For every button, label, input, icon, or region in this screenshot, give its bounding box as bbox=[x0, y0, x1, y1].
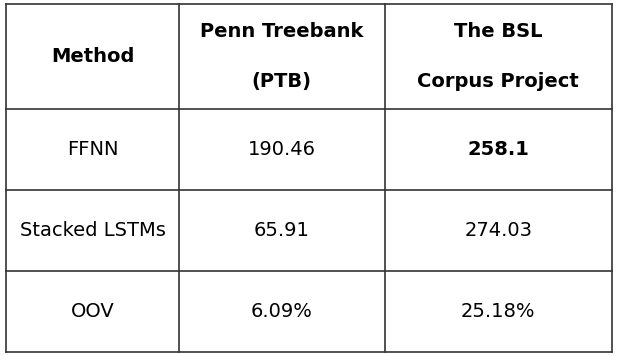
Text: OOV: OOV bbox=[70, 302, 114, 321]
Text: 6.09%: 6.09% bbox=[251, 302, 313, 321]
Text: Penn Treebank

(PTB): Penn Treebank (PTB) bbox=[200, 22, 363, 91]
Text: 25.18%: 25.18% bbox=[461, 302, 536, 321]
Text: 65.91: 65.91 bbox=[254, 221, 310, 240]
Text: Stacked LSTMs: Stacked LSTMs bbox=[20, 221, 166, 240]
Text: 258.1: 258.1 bbox=[467, 140, 529, 159]
Text: 274.03: 274.03 bbox=[464, 221, 532, 240]
Text: The BSL

Corpus Project: The BSL Corpus Project bbox=[417, 22, 579, 91]
Text: Method: Method bbox=[51, 47, 134, 66]
Text: FFNN: FFNN bbox=[67, 140, 118, 159]
Text: 190.46: 190.46 bbox=[248, 140, 316, 159]
